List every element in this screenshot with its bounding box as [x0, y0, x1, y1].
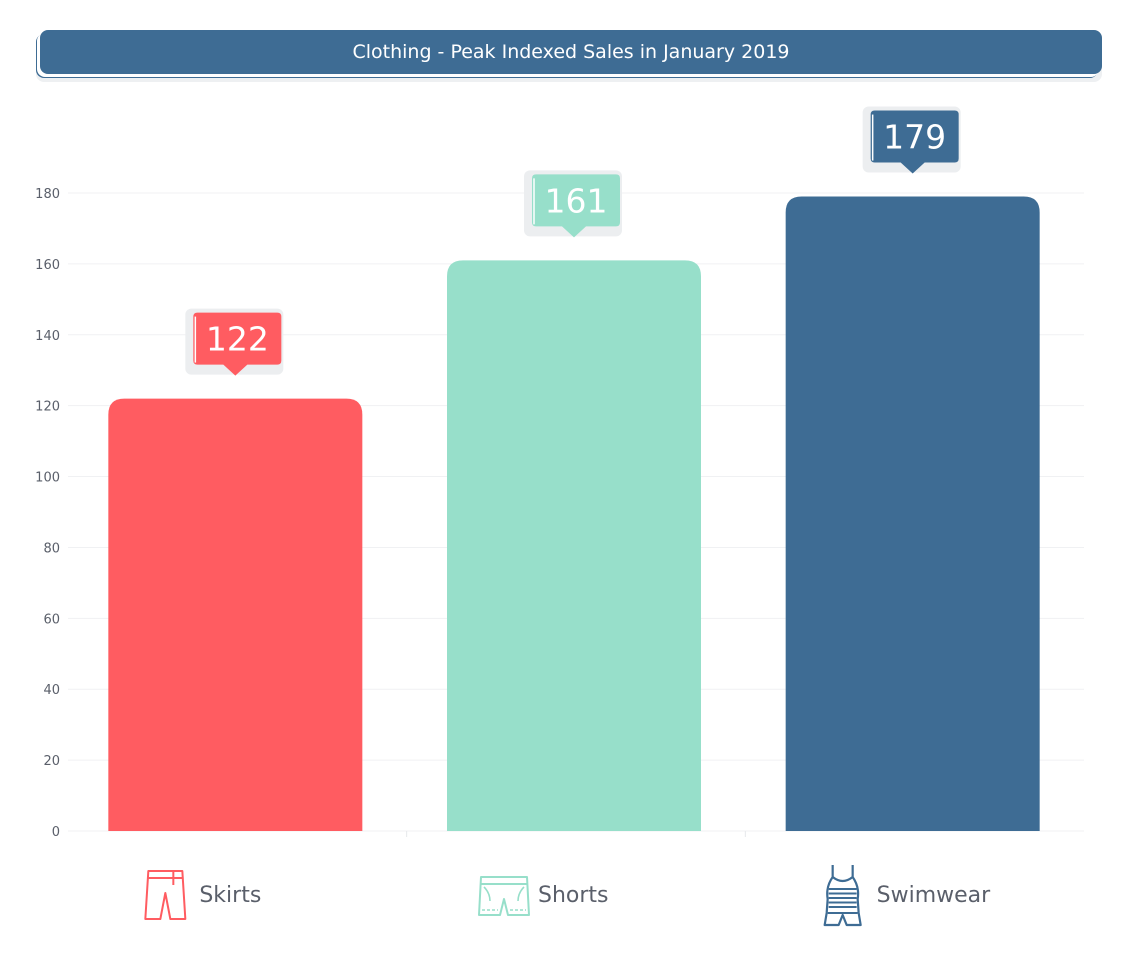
value-callout: 161 — [524, 170, 622, 238]
data-label: 179 — [883, 118, 946, 157]
y-axis: 0 20 40 60 80 100 120 140 160 180 — [35, 187, 60, 840]
callout-bubble — [193, 312, 282, 376]
y-tick-label: 20 — [43, 754, 60, 769]
x-tick-label: Swimwear — [877, 883, 992, 908]
x-tick-label: Skirts — [199, 883, 261, 908]
shorts-icon — [478, 876, 530, 916]
y-tick-label: 40 — [43, 683, 60, 698]
skirt-icon — [144, 870, 187, 920]
bar-shorts — [447, 260, 701, 831]
x-category: Skirts — [144, 870, 261, 920]
y-tick-label: 100 — [35, 471, 60, 486]
x-category: Swimwear — [823, 865, 992, 927]
y-tick-label: 120 — [35, 400, 60, 415]
x-axis: Skirts Shorts Swimwear — [144, 865, 992, 927]
swimsuit-icon — [823, 865, 862, 927]
y-tick-label: 80 — [43, 541, 60, 556]
data-label: 122 — [206, 320, 269, 359]
x-tick-label: Shorts — [538, 883, 609, 908]
bars — [108, 196, 1040, 832]
value-callouts: 122 161 179 — [185, 106, 961, 376]
title-banner-bar: Clothing - Peak Indexed Sales in January… — [40, 30, 1102, 74]
chart-title: Clothing - Peak Indexed Sales in January… — [352, 41, 790, 63]
x-category: Shorts — [478, 876, 609, 916]
y-tick-label: 0 — [52, 825, 60, 840]
y-tick-label: 180 — [35, 187, 60, 202]
y-tick-label: 160 — [35, 258, 60, 273]
bar-swimwear — [785, 196, 1040, 832]
y-tick-label: 60 — [43, 612, 60, 627]
y-tick-label: 140 — [35, 329, 60, 344]
callout-bubble — [532, 174, 620, 238]
value-callout: 179 — [862, 106, 961, 174]
value-callout: 122 — [185, 308, 284, 376]
chart-title-banner: Clothing - Peak Indexed Sales in January… — [36, 30, 1102, 82]
data-label: 161 — [545, 181, 608, 220]
bar-skirts — [108, 398, 363, 831]
callout-bubble — [870, 110, 959, 174]
